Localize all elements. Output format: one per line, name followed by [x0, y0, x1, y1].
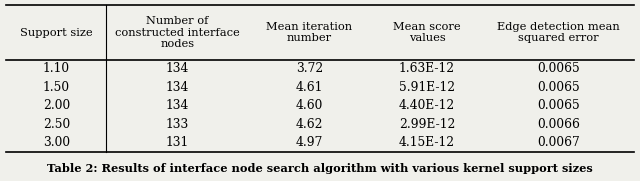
Text: 0.0065: 0.0065	[538, 62, 580, 75]
Text: Table 2: Results of interface node search algorithm with various kernel support : Table 2: Results of interface node searc…	[47, 163, 593, 174]
Text: 131: 131	[166, 136, 189, 149]
Text: 2.00: 2.00	[43, 99, 70, 112]
Text: Mean score
values: Mean score values	[393, 22, 461, 43]
Text: 4.97: 4.97	[296, 136, 323, 149]
Text: 3.00: 3.00	[43, 136, 70, 149]
Text: 4.15E-12: 4.15E-12	[399, 136, 455, 149]
Text: 2.50: 2.50	[43, 118, 70, 131]
Text: 2.99E-12: 2.99E-12	[399, 118, 455, 131]
Text: 0.0067: 0.0067	[538, 136, 580, 149]
Text: Edge detection mean
squared error: Edge detection mean squared error	[497, 22, 620, 43]
Text: 4.40E-12: 4.40E-12	[399, 99, 455, 112]
Text: 134: 134	[166, 62, 189, 75]
Text: 0.0065: 0.0065	[538, 99, 580, 112]
Text: 3.72: 3.72	[296, 62, 323, 75]
Text: Mean iteration
number: Mean iteration number	[266, 22, 353, 43]
Text: 1.50: 1.50	[43, 81, 70, 94]
Text: 134: 134	[166, 99, 189, 112]
Text: 5.91E-12: 5.91E-12	[399, 81, 455, 94]
Text: 1.10: 1.10	[43, 62, 70, 75]
Text: 134: 134	[166, 81, 189, 94]
Text: 0.0065: 0.0065	[538, 81, 580, 94]
Text: 4.60: 4.60	[296, 99, 323, 112]
Text: Number of
constructed interface
nodes: Number of constructed interface nodes	[115, 16, 240, 49]
Text: 4.62: 4.62	[296, 118, 323, 131]
Text: Support size: Support size	[20, 28, 93, 37]
Text: 133: 133	[166, 118, 189, 131]
Text: 4.61: 4.61	[296, 81, 323, 94]
Text: 1.63E-12: 1.63E-12	[399, 62, 455, 75]
Text: 0.0066: 0.0066	[538, 118, 580, 131]
